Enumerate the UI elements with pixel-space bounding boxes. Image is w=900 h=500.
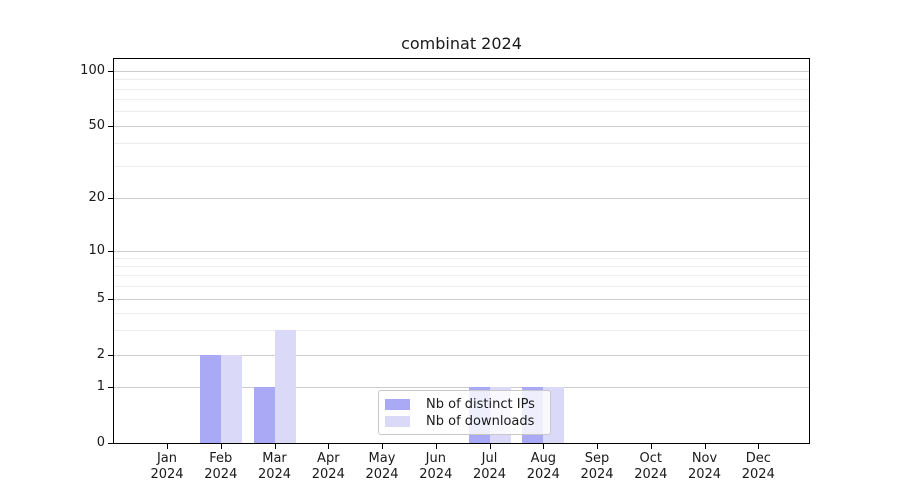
y-tick-mark: [108, 125, 113, 127]
y-tick-mark: [108, 355, 113, 357]
x-tick-mark: [543, 444, 545, 449]
legend: Nb of distinct IPs Nb of downloads: [378, 390, 551, 435]
x-tick-mark: [328, 444, 330, 449]
gridline-minor: [114, 257, 809, 259]
chart-title: combinat 2024: [401, 34, 522, 53]
bar-distinct-ips-feb: [199, 355, 221, 443]
x-tick-label: Oct 2024: [634, 451, 668, 482]
gridline-major: [114, 70, 809, 72]
x-tick-label: Apr 2024: [311, 451, 345, 482]
gridline-minor: [114, 111, 809, 113]
x-tick-label: Jan 2024: [150, 451, 184, 482]
y-tick-mark: [108, 298, 113, 300]
gridline-minor: [114, 330, 809, 332]
gridline-minor: [114, 99, 809, 101]
x-tick-mark: [650, 444, 652, 449]
gridline-minor: [114, 286, 809, 288]
legend-swatch-distinct-ips-icon: [385, 398, 410, 410]
x-tick-label: Jul 2024: [472, 451, 507, 482]
x-tick-label: Mar 2024: [257, 451, 292, 482]
bar-distinct-ips-mar: [253, 387, 275, 443]
y-tick-mark: [108, 70, 113, 72]
y-tick-label: 100: [80, 62, 105, 78]
x-tick-mark: [435, 444, 437, 449]
gridline-minor: [114, 88, 809, 90]
plot-area: Nb of distinct IPs Nb of downloads: [113, 58, 810, 444]
gridline-major: [114, 250, 809, 252]
y-tick-mark: [108, 250, 113, 252]
gridline-minor: [114, 275, 809, 277]
y-tick-label: 0: [96, 435, 105, 450]
gridline-major: [114, 198, 809, 200]
legend-entry-downloads: Nb of downloads: [385, 413, 542, 429]
y-tick-label: 2: [96, 347, 105, 363]
x-tick-mark: [704, 444, 706, 449]
x-tick-label: Aug 2024: [526, 451, 560, 482]
y-tick-label: 50: [88, 117, 105, 133]
y-tick-label: 10: [88, 242, 105, 258]
gridline-minor: [114, 166, 809, 168]
x-tick-mark: [382, 444, 383, 449]
y-tick-mark: [108, 387, 113, 389]
bar-downloads-feb: [220, 355, 242, 443]
x-tick-mark: [167, 444, 168, 449]
x-tick-mark: [220, 444, 222, 449]
y-tick-label: 1: [96, 379, 105, 395]
y-tick-label: 5: [96, 290, 105, 306]
gridline-major: [114, 387, 809, 389]
y-tick-mark: [108, 198, 113, 200]
x-tick-mark: [489, 444, 491, 449]
legend-entry-distinct-ips: Nb of distinct IPs: [385, 396, 542, 412]
gridline-minor: [114, 143, 809, 145]
x-tick-label: Jun 2024: [419, 451, 453, 482]
x-tick-mark: [597, 444, 598, 449]
legend-label-downloads: Nb of downloads: [426, 413, 535, 429]
x-tick-label: Nov 2024: [687, 451, 722, 482]
gridline-major: [114, 298, 809, 300]
x-tick-label: Feb 2024: [204, 451, 238, 482]
x-tick-mark: [758, 444, 760, 449]
gridline-minor: [114, 79, 809, 81]
gridline-minor: [114, 312, 809, 314]
gridline-major: [114, 125, 809, 127]
x-tick-mark: [274, 444, 276, 449]
x-tick-label: Sep 2024: [580, 451, 614, 482]
x-tick-label: Dec 2024: [741, 451, 775, 482]
y-tick-mark: [108, 443, 113, 444]
bar-downloads-mar: [274, 330, 296, 443]
x-tick-label: May 2024: [365, 451, 399, 482]
legend-swatch-downloads-icon: [385, 415, 410, 427]
y-tick-label: 20: [88, 190, 105, 206]
gridline-minor: [114, 266, 809, 267]
legend-label-distinct-ips: Nb of distinct IPs: [426, 396, 535, 412]
gridline-major: [114, 355, 809, 357]
